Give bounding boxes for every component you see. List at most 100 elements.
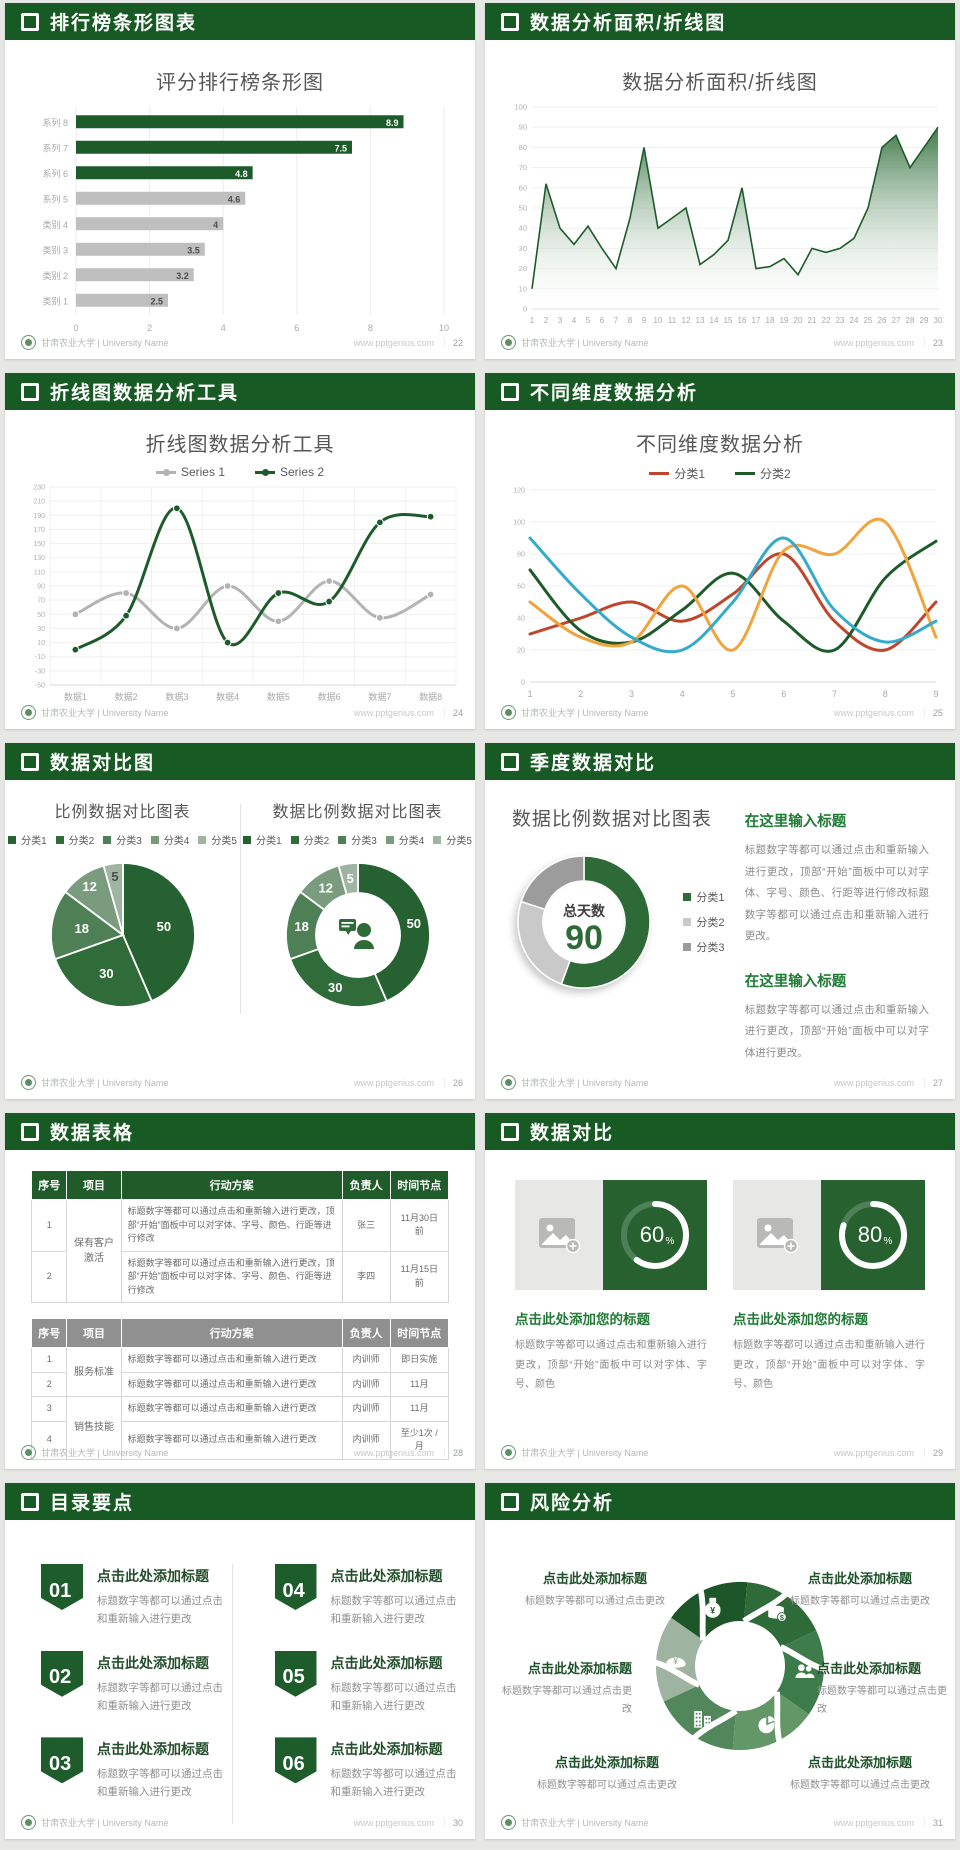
risk-text-block: 点击此处添加标题 标题数字等都可以通过点击更改 <box>515 1568 675 1611</box>
svg-text:系列 6: 系列 6 <box>42 168 68 179</box>
legend-item: 分类2 <box>290 832 329 847</box>
svg-text:类别 1: 类别 1 <box>42 295 68 306</box>
svg-text:25: 25 <box>864 316 873 325</box>
cell-time: 即日实施 <box>389 1347 450 1373</box>
line-chart: -50 -30 -10 10 30 50 70 90 110 130 150 170 190 210 230… <box>5 479 475 707</box>
card-body: 标题数字等都可以通过点击和重新输入进行更改，顶部“开始”面板中可以对字体、字号、… <box>515 1340 707 1390</box>
toc-number-badge: 03 <box>41 1737 83 1784</box>
cell-no: 2 <box>30 1371 68 1397</box>
risk-text-block: 点击此处添加标题 标题数字等都可以通过点击更改 <box>527 1752 687 1795</box>
risk-body: 标题数字等都可以通过点击更改 <box>537 1780 677 1791</box>
svg-text:8: 8 <box>368 323 373 333</box>
footer-org: 甘肃农业大学 | University Name <box>521 338 649 348</box>
slide-pie-compare: 数据对比图 比例数据对比图表 分类1 分类2 分类3 分类4 分类5 50 30 18 12 5… <box>5 743 475 1099</box>
toc-number-badge: 05 <box>274 1650 317 1697</box>
cell-owner: 内训师 <box>341 1371 391 1397</box>
svg-text:4: 4 <box>221 323 226 333</box>
slide-footer: 甘肃农业大学 | University Name www.pptgenius.c… <box>21 1445 463 1460</box>
toc-title: 点击此处添加标题 <box>97 1654 209 1671</box>
svg-text:1: 1 <box>530 316 535 325</box>
toc-title: 点击此处添加标题 <box>97 1568 209 1584</box>
page-number: 22 <box>452 338 463 348</box>
donut-chart: 总天数 90 分类1 分类2 分类3 <box>485 837 739 1007</box>
risk-body: 标题数字等都可以通过点击更改 <box>790 1596 930 1607</box>
cell-time: 11月 <box>389 1371 450 1397</box>
square-outline-icon <box>501 382 519 401</box>
svg-text:40: 40 <box>519 224 527 233</box>
svg-text:2: 2 <box>544 316 549 325</box>
toc-list: 01 点击此处添加标题 标题数字等都可以通过点击和重新输入进行更改 02 点击此处添加标… <box>5 1520 475 1825</box>
progress-ring: 60% <box>603 1180 707 1290</box>
slide-header: 风险分析 <box>485 1483 955 1520</box>
cell-no: 1 <box>30 1199 68 1252</box>
svg-text:26: 26 <box>878 316 887 325</box>
footer-org: 甘肃农业大学 | University Name <box>521 1818 649 1828</box>
svg-text:0: 0 <box>523 305 527 314</box>
legend-item: 分类4 <box>385 832 424 847</box>
svg-text:8: 8 <box>628 316 633 325</box>
slide-quarter-compare: 季度数据对比 数据比例数据对比图表 总天数 90 分类1 分类2 分类3 在这里输入标题… <box>485 743 955 1099</box>
data-tables: 序号 项目 行动方案 负责人 时间节点 1 保有客户激活 标题数字等都可以通过点击和重新输入进… <box>5 1150 475 1460</box>
table-row: 2 标题数字等都可以通过点击和重新输入进行更改，顶部“开始”面板中可以对字体、字号… <box>30 1250 450 1303</box>
svg-text:8.9: 8.9 <box>386 118 399 128</box>
image-placeholder-icon <box>733 1180 822 1290</box>
toc-number-badge: 02 <box>41 1650 83 1697</box>
text-blocks: 在这里输入标题 标题数字等都可以通过点击和重新输入进行更改，顶部“开始”面板中可以… <box>739 780 955 1076</box>
footer-site: www.pptgenius.com <box>353 338 434 348</box>
toc-item: 02 点击此处添加标题标题数字等都可以通过点击和重新输入进行更改 <box>41 1650 232 1716</box>
page-number: 27 <box>932 1078 943 1088</box>
university-logo-icon <box>21 335 36 350</box>
svg-text:7: 7 <box>832 689 837 699</box>
cell-time: 11月30日前 <box>389 1199 450 1252</box>
svg-text:4.6: 4.6 <box>228 194 241 204</box>
toc-body: 标题数字等都可以通过点击和重新输入进行更改 <box>97 1681 223 1712</box>
svg-text:210: 210 <box>33 499 45 506</box>
university-logo-icon <box>501 1445 516 1460</box>
toc-item: 04 点击此处添加标题 标题数字等都可以通过点击和重新输入进行更改 <box>274 1564 466 1629</box>
footer-site: www.pptgenius.com <box>353 1448 434 1458</box>
svg-text:30: 30 <box>328 980 342 995</box>
university-logo-icon <box>501 705 516 720</box>
toc-title: 点击此处添加标题 <box>330 1568 443 1584</box>
university-logo-icon <box>501 1815 516 1830</box>
svg-text:80: 80 <box>858 1222 882 1247</box>
page-number: 25 <box>932 708 943 718</box>
footer-org: 甘肃农业大学 | University Name <box>41 338 169 348</box>
svg-text:50: 50 <box>156 919 170 934</box>
svg-text:150: 150 <box>33 541 45 548</box>
svg-text:19: 19 <box>780 316 789 325</box>
svg-text:-10: -10 <box>35 654 45 661</box>
data-table: 序号 项目 行动方案 负责人 时间节点 1 保有客户激活 标题数字等都可以通过点击和重新输入进… <box>30 1170 450 1303</box>
card-body: 标题数字等都可以通过点击和重新输入进行更改，顶部“开始”面板中可以对字体、字号、… <box>733 1340 925 1390</box>
chart-title: 不同维度数据分析 <box>636 434 804 456</box>
svg-text:7: 7 <box>614 316 619 325</box>
svg-text:12: 12 <box>318 880 332 895</box>
slide-progress-compare: 数据对比 60% 点击此处添加您的标题 标题数字等都可以通过点击和重新输入进行更改，… <box>485 1113 955 1469</box>
svg-text:数据7: 数据7 <box>368 691 391 702</box>
svg-text:30: 30 <box>37 626 45 633</box>
university-logo-icon <box>501 335 516 350</box>
svg-text:15: 15 <box>724 316 733 325</box>
progress-card: 80% 点击此处添加您的标题 标题数字等都可以通过点击和重新输入进行更改，顶部“开始… <box>733 1180 925 1395</box>
cell-owner: 内训师 <box>341 1396 391 1422</box>
svg-text:11: 11 <box>668 316 677 325</box>
svg-text:27: 27 <box>892 316 901 325</box>
square-outline-icon <box>21 12 39 31</box>
risk-body: 标题数字等都可以通过点击更改 <box>502 1686 632 1715</box>
svg-text:$: $ <box>780 1613 784 1622</box>
square-outline-icon <box>21 752 39 771</box>
block-title: 在这里输入标题 <box>744 973 847 990</box>
svg-text:10: 10 <box>439 323 449 333</box>
cell-time: 11月 <box>389 1396 450 1422</box>
svg-text:2: 2 <box>578 689 583 699</box>
risk-title: 点击此处添加标题 <box>817 1661 922 1676</box>
block-title: 在这里输入标题 <box>744 814 847 830</box>
risk-title: 点击此处添加标题 <box>807 1755 912 1770</box>
slide-header: 季度数据对比 <box>485 743 955 780</box>
svg-text:20: 20 <box>794 316 803 325</box>
card-title: 点击此处添加您的标题 <box>515 1312 650 1327</box>
footer-site: www.pptgenius.com <box>833 1078 914 1088</box>
svg-text:30: 30 <box>519 244 527 253</box>
svg-text:70: 70 <box>519 163 527 172</box>
